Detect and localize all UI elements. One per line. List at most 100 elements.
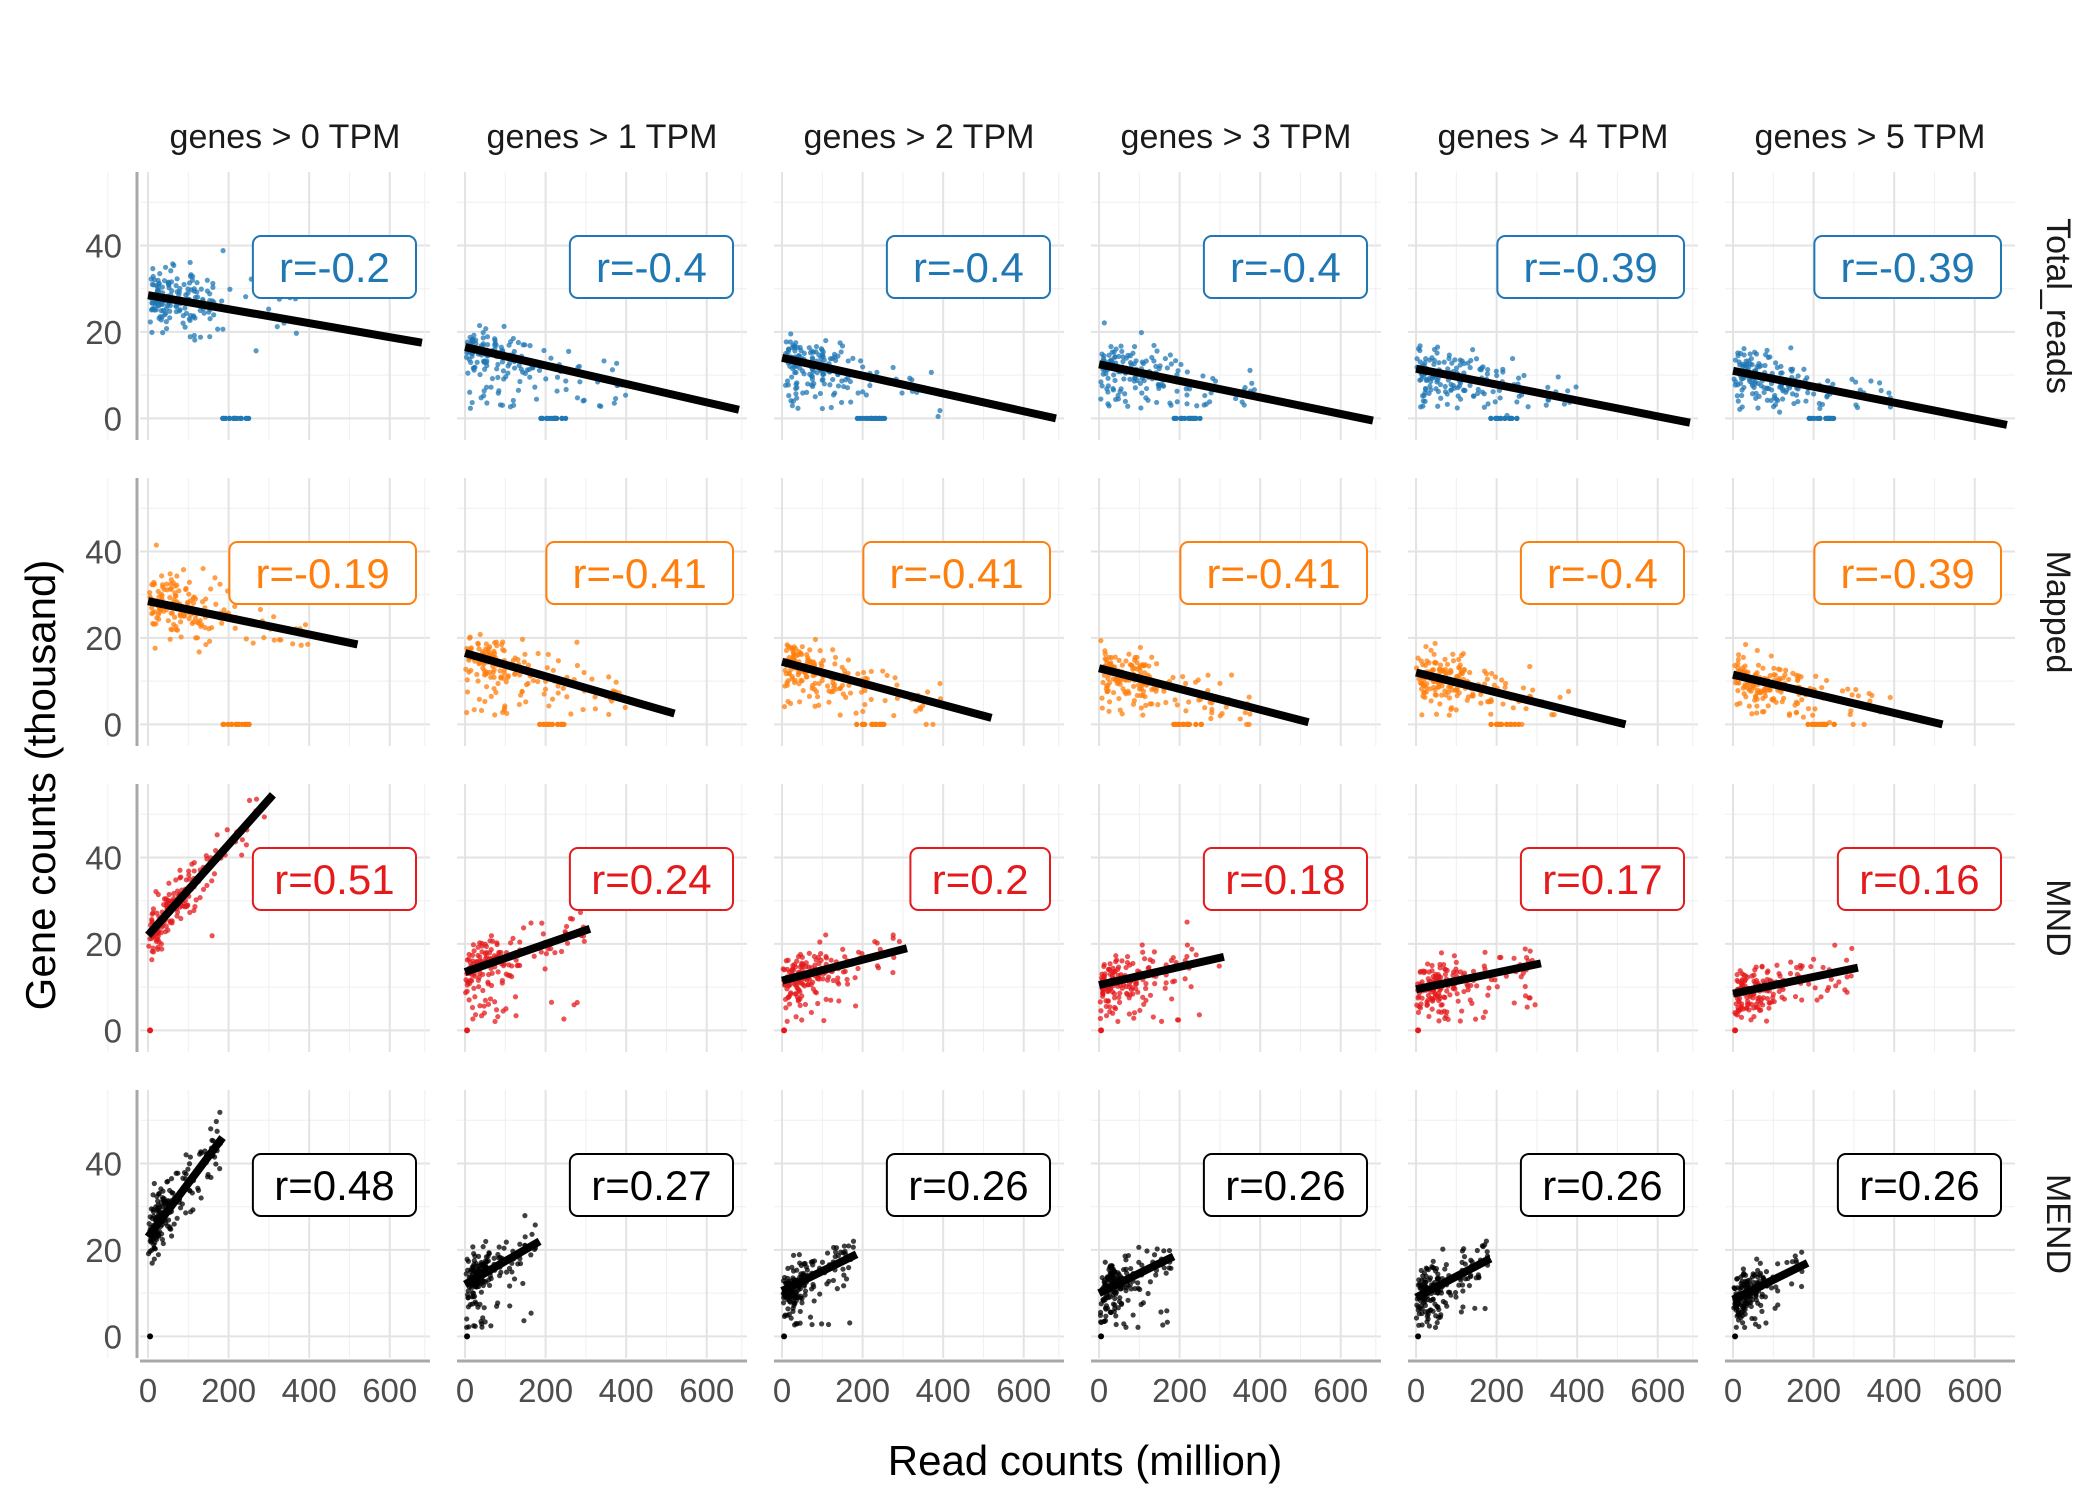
scatter-point: [174, 276, 180, 282]
y-tick-label: 40: [85, 227, 122, 264]
scatter-point: [789, 403, 795, 409]
scatter-point: [1112, 1006, 1119, 1012]
scatter-point: [535, 650, 541, 657]
scatter-point: [825, 1321, 832, 1328]
scatter-point: [1765, 703, 1771, 709]
scatter-point: [1113, 1291, 1119, 1297]
scatter-point: [1801, 366, 1807, 372]
correlation-label: r=0.26: [1542, 1162, 1662, 1209]
x-tick-label: 200: [1786, 1372, 1841, 1409]
scatter-point: [804, 652, 810, 658]
scatter-point: [1442, 971, 1449, 977]
scatter-point: [471, 332, 477, 338]
scatter-point: [483, 949, 490, 956]
scatter-point: [811, 686, 818, 692]
scatter-point: [820, 976, 826, 982]
scatter-point: [1756, 689, 1762, 696]
correlation-label: r=0.26: [908, 1162, 1028, 1209]
scatter-point: [1485, 992, 1491, 998]
scatter-point: [781, 704, 788, 710]
scatter-point: [154, 937, 160, 943]
scatter-point: [1131, 697, 1137, 704]
scatter-point: [238, 415, 244, 421]
scatter-point: [818, 957, 824, 963]
panel-total_reads-3: r=-0.4: [1058, 172, 1381, 440]
scatter-point: [1422, 968, 1428, 975]
scatter-point: [246, 797, 253, 803]
scatter-point: [169, 1233, 175, 1239]
panel-mnd-1: r=0.24: [424, 784, 747, 1052]
scatter-point: [1434, 1320, 1440, 1326]
scatter-point: [198, 286, 204, 292]
scatter-point: [156, 1208, 162, 1214]
scatter-point: [1118, 343, 1124, 349]
scatter-point: [1832, 942, 1838, 948]
scatter-point: [225, 721, 231, 727]
scatter-point: [1793, 699, 1799, 705]
scatter-point: [1162, 355, 1168, 362]
scatter-point: [168, 1226, 174, 1232]
scatter-point: [611, 400, 617, 406]
scatter-point: [483, 641, 489, 647]
scatter-point: [613, 395, 619, 402]
scatter-point: [841, 1272, 847, 1278]
scatter-point: [1109, 989, 1116, 995]
scatter-point: [1193, 415, 1199, 421]
scatter-point: [1522, 983, 1528, 990]
scatter-point: [1492, 977, 1498, 983]
scatter-point: [1510, 705, 1516, 711]
scatter-point: [1867, 698, 1873, 704]
scatter-point: [1110, 689, 1117, 696]
scatter-point: [1436, 997, 1442, 1004]
scatter-point: [825, 974, 832, 980]
scatter-point: [1514, 415, 1520, 421]
scatter-point: [1799, 1249, 1805, 1255]
scatter-point: [1196, 697, 1202, 703]
scatter-point: [1470, 347, 1476, 353]
scatter-point: [1825, 378, 1831, 384]
scatter-point: [167, 315, 173, 321]
scatter-point: [1492, 674, 1499, 680]
scatter-point: [1435, 974, 1441, 980]
scatter-point: [1812, 985, 1818, 991]
scatter-point: [1763, 1018, 1770, 1024]
scatter-point: [1097, 999, 1103, 1005]
scatter-point: [1740, 654, 1746, 661]
scatter-point: [464, 1027, 471, 1034]
scatter-point: [1808, 963, 1814, 970]
scatter-point: [186, 579, 193, 585]
correlation-label-box: [862, 541, 1051, 605]
scatter-point: [937, 407, 943, 414]
scatter-point: [489, 375, 496, 382]
scatter-point: [543, 376, 549, 382]
scatter-point: [527, 343, 533, 349]
scatter-point: [491, 650, 498, 657]
scatter-point: [1482, 966, 1488, 972]
scatter-point: [1135, 1324, 1141, 1330]
scatter-point: [1421, 392, 1427, 399]
correlation-label-box: [909, 847, 1052, 911]
scatter-point: [1178, 415, 1184, 421]
scatter-point: [1157, 363, 1163, 369]
scatter-point: [802, 1292, 808, 1298]
scatter-point: [484, 358, 490, 364]
scatter-point: [1124, 959, 1131, 966]
scatter-point: [186, 1161, 193, 1167]
scatter-point: [1131, 1010, 1138, 1016]
scatter-point: [1436, 666, 1443, 672]
scatter-point: [873, 415, 879, 421]
scatter-point: [1099, 705, 1105, 711]
scatter-point: [1819, 684, 1825, 691]
scatter-point: [155, 1252, 162, 1258]
scatter-point: [293, 330, 299, 336]
scatter-point: [469, 399, 475, 406]
scatter-point: [802, 1001, 809, 1008]
scatter-point: [797, 1308, 803, 1315]
scatter-point: [1247, 367, 1253, 373]
scatter-point: [806, 950, 812, 956]
scatter-point: [841, 667, 848, 674]
scatter-point: [471, 948, 477, 954]
scatter-point: [174, 289, 180, 295]
scatter-point: [464, 709, 470, 716]
scatter-point: [1125, 403, 1131, 409]
